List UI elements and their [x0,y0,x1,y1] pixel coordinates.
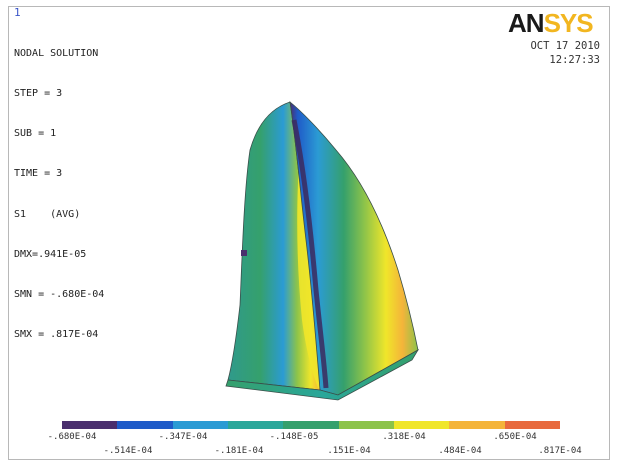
legend-band-5 [283,421,339,429]
model-right-face [289,101,419,396]
model-crack [291,119,329,389]
info-sub: SUB = 1 [14,128,57,140]
time-text: 12:27:33 [549,54,600,66]
legend-band-9 [504,421,560,429]
legend-band-6 [338,421,394,429]
contour-legend-bar [62,421,560,429]
logo-part-sys: SYS [543,8,594,38]
date-text: OCT 17 2010 [530,40,600,52]
legend-label: -.181E-04 [214,446,264,456]
info-step: STEP = 3 [14,88,63,100]
legend-label: -.148E-05 [269,432,319,442]
legend-label: -.347E-04 [158,432,208,442]
legend-band-7 [393,421,450,429]
legend-label: .484E-04 [438,446,482,456]
info-title: NODAL SOLUTION [14,47,99,59]
window-number: 1 [14,6,21,19]
info-smn: SMN = -.680E-04 [14,289,105,301]
ansys-logo: ANSYS [508,8,594,38]
info-result: S1 (AVG) [14,208,81,220]
legend-label: .318E-04 [382,432,426,442]
legend-band-2 [117,421,173,429]
legend-band-3 [172,421,228,429]
legend-band-8 [449,421,505,429]
info-dmx: DMX=.941E-05 [14,248,87,260]
legend-label: .650E-04 [493,432,537,442]
legend-label: .151E-04 [327,446,371,456]
legend-band-1 [62,421,118,429]
model-marker [241,250,247,256]
info-time: TIME = 3 [14,168,63,180]
timestamp: OCT 17 2010 12:27:33 [530,39,600,67]
legend-label: .817E-04 [538,446,582,456]
legend-label: -.514E-04 [103,446,153,456]
info-smx: SMX = .817E-04 [14,329,99,341]
legend-label: -.680E-04 [47,432,97,442]
solution-info: NODAL SOLUTION STEP = 3 SUB = 1 TIME = 3… [14,20,104,355]
legend-band-4 [227,421,284,429]
logo-part-an: AN [508,8,545,38]
model-base [225,348,420,401]
